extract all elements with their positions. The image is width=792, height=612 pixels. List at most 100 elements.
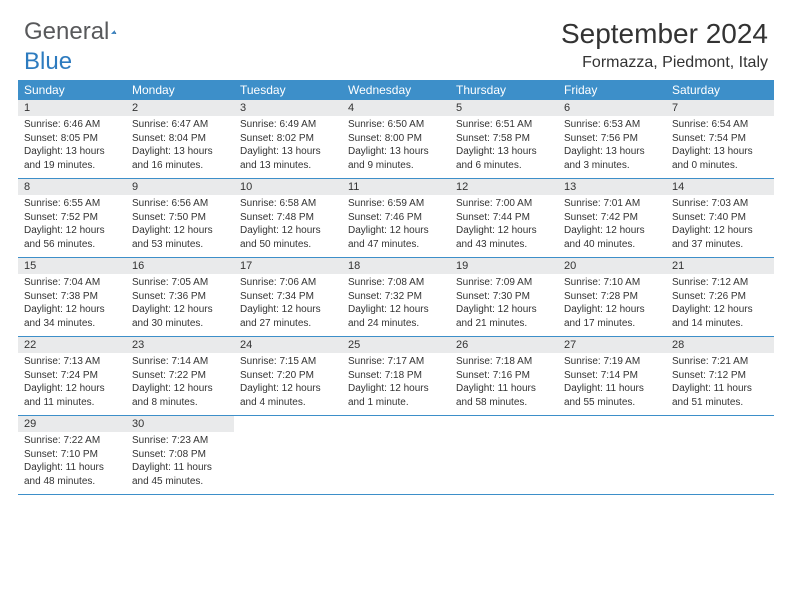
week-row: 1Sunrise: 6:46 AMSunset: 8:05 PMDaylight…: [18, 100, 774, 179]
day-number: 26: [450, 337, 558, 353]
day-number: 20: [558, 258, 666, 274]
day-header-friday: Friday: [558, 80, 666, 100]
day-info: Sunrise: 7:10 AMSunset: 7:28 PMDaylight:…: [558, 274, 666, 330]
day-header-row: SundayMondayTuesdayWednesdayThursdayFrid…: [18, 80, 774, 100]
day-cell-23: 23Sunrise: 7:14 AMSunset: 7:22 PMDayligh…: [126, 337, 234, 415]
day-cell-18: 18Sunrise: 7:08 AMSunset: 7:32 PMDayligh…: [342, 258, 450, 336]
day-number: 10: [234, 179, 342, 195]
day-cell-28: 28Sunrise: 7:21 AMSunset: 7:12 PMDayligh…: [666, 337, 774, 415]
day-number: 27: [558, 337, 666, 353]
day-info: Sunrise: 6:49 AMSunset: 8:02 PMDaylight:…: [234, 116, 342, 172]
day-info: Sunrise: 6:58 AMSunset: 7:48 PMDaylight:…: [234, 195, 342, 251]
day-cell-19: 19Sunrise: 7:09 AMSunset: 7:30 PMDayligh…: [450, 258, 558, 336]
day-info: Sunrise: 7:21 AMSunset: 7:12 PMDaylight:…: [666, 353, 774, 409]
day-cell-25: 25Sunrise: 7:17 AMSunset: 7:18 PMDayligh…: [342, 337, 450, 415]
day-number: 2: [126, 100, 234, 116]
day-cell-26: 26Sunrise: 7:18 AMSunset: 7:16 PMDayligh…: [450, 337, 558, 415]
day-cell-10: 10Sunrise: 6:58 AMSunset: 7:48 PMDayligh…: [234, 179, 342, 257]
day-cell-29: 29Sunrise: 7:22 AMSunset: 7:10 PMDayligh…: [18, 416, 126, 494]
logo-text-sub: Blue: [24, 48, 72, 76]
logo-triangle-icon: [111, 22, 116, 42]
day-number: 5: [450, 100, 558, 116]
week-row: 29Sunrise: 7:22 AMSunset: 7:10 PMDayligh…: [18, 416, 774, 495]
day-cell-17: 17Sunrise: 7:06 AMSunset: 7:34 PMDayligh…: [234, 258, 342, 336]
day-number: 11: [342, 179, 450, 195]
day-number: 24: [234, 337, 342, 353]
day-cell-15: 15Sunrise: 7:04 AMSunset: 7:38 PMDayligh…: [18, 258, 126, 336]
day-number: 8: [18, 179, 126, 195]
day-cell-21: 21Sunrise: 7:12 AMSunset: 7:26 PMDayligh…: [666, 258, 774, 336]
day-cell-6: 6Sunrise: 6:53 AMSunset: 7:56 PMDaylight…: [558, 100, 666, 178]
day-cell-12: 12Sunrise: 7:00 AMSunset: 7:44 PMDayligh…: [450, 179, 558, 257]
day-number: 21: [666, 258, 774, 274]
day-info: Sunrise: 7:18 AMSunset: 7:16 PMDaylight:…: [450, 353, 558, 409]
day-info: Sunrise: 6:47 AMSunset: 8:04 PMDaylight:…: [126, 116, 234, 172]
day-number: 14: [666, 179, 774, 195]
day-number: 13: [558, 179, 666, 195]
day-info: Sunrise: 7:09 AMSunset: 7:30 PMDaylight:…: [450, 274, 558, 330]
day-cell-30: 30Sunrise: 7:23 AMSunset: 7:08 PMDayligh…: [126, 416, 234, 494]
day-number: 9: [126, 179, 234, 195]
day-cell-24: 24Sunrise: 7:15 AMSunset: 7:20 PMDayligh…: [234, 337, 342, 415]
day-number: 17: [234, 258, 342, 274]
day-info: Sunrise: 7:04 AMSunset: 7:38 PMDaylight:…: [18, 274, 126, 330]
day-number: 19: [450, 258, 558, 274]
day-cell-3: 3Sunrise: 6:49 AMSunset: 8:02 PMDaylight…: [234, 100, 342, 178]
page-header: General September 2024 Formazza, Piedmon…: [0, 0, 792, 80]
day-info: Sunrise: 7:15 AMSunset: 7:20 PMDaylight:…: [234, 353, 342, 409]
day-info: Sunrise: 7:01 AMSunset: 7:42 PMDaylight:…: [558, 195, 666, 251]
week-row: 22Sunrise: 7:13 AMSunset: 7:24 PMDayligh…: [18, 337, 774, 416]
day-number: 6: [558, 100, 666, 116]
day-header-tuesday: Tuesday: [234, 80, 342, 100]
day-cell-27: 27Sunrise: 7:19 AMSunset: 7:14 PMDayligh…: [558, 337, 666, 415]
day-info: Sunrise: 7:06 AMSunset: 7:34 PMDaylight:…: [234, 274, 342, 330]
day-cell-14: 14Sunrise: 7:03 AMSunset: 7:40 PMDayligh…: [666, 179, 774, 257]
day-cell-4: 4Sunrise: 6:50 AMSunset: 8:00 PMDaylight…: [342, 100, 450, 178]
calendar: SundayMondayTuesdayWednesdayThursdayFrid…: [0, 80, 792, 495]
location-text: Formazza, Piedmont, Italy: [561, 54, 768, 72]
day-info: Sunrise: 7:14 AMSunset: 7:22 PMDaylight:…: [126, 353, 234, 409]
day-header-monday: Monday: [126, 80, 234, 100]
logo: General: [24, 18, 141, 46]
day-number: 15: [18, 258, 126, 274]
week-row: 8Sunrise: 6:55 AMSunset: 7:52 PMDaylight…: [18, 179, 774, 258]
day-header-saturday: Saturday: [666, 80, 774, 100]
day-cell-16: 16Sunrise: 7:05 AMSunset: 7:36 PMDayligh…: [126, 258, 234, 336]
weeks-container: 1Sunrise: 6:46 AMSunset: 8:05 PMDaylight…: [18, 100, 774, 495]
day-info: Sunrise: 7:23 AMSunset: 7:08 PMDaylight:…: [126, 432, 234, 488]
title-block: September 2024 Formazza, Piedmont, Italy: [561, 18, 768, 72]
day-cell-13: 13Sunrise: 7:01 AMSunset: 7:42 PMDayligh…: [558, 179, 666, 257]
empty-cell: [342, 416, 450, 494]
day-info: Sunrise: 6:51 AMSunset: 7:58 PMDaylight:…: [450, 116, 558, 172]
day-info: Sunrise: 6:46 AMSunset: 8:05 PMDaylight:…: [18, 116, 126, 172]
day-number: 30: [126, 416, 234, 432]
empty-cell: [450, 416, 558, 494]
day-header-wednesday: Wednesday: [342, 80, 450, 100]
day-cell-5: 5Sunrise: 6:51 AMSunset: 7:58 PMDaylight…: [450, 100, 558, 178]
day-cell-9: 9Sunrise: 6:56 AMSunset: 7:50 PMDaylight…: [126, 179, 234, 257]
day-info: Sunrise: 7:13 AMSunset: 7:24 PMDaylight:…: [18, 353, 126, 409]
week-row: 15Sunrise: 7:04 AMSunset: 7:38 PMDayligh…: [18, 258, 774, 337]
day-number: 28: [666, 337, 774, 353]
day-cell-22: 22Sunrise: 7:13 AMSunset: 7:24 PMDayligh…: [18, 337, 126, 415]
day-info: Sunrise: 6:59 AMSunset: 7:46 PMDaylight:…: [342, 195, 450, 251]
day-info: Sunrise: 7:22 AMSunset: 7:10 PMDaylight:…: [18, 432, 126, 488]
day-cell-7: 7Sunrise: 6:54 AMSunset: 7:54 PMDaylight…: [666, 100, 774, 178]
day-info: Sunrise: 6:54 AMSunset: 7:54 PMDaylight:…: [666, 116, 774, 172]
day-info: Sunrise: 7:00 AMSunset: 7:44 PMDaylight:…: [450, 195, 558, 251]
month-title: September 2024: [561, 18, 768, 50]
day-info: Sunrise: 7:19 AMSunset: 7:14 PMDaylight:…: [558, 353, 666, 409]
day-number: 7: [666, 100, 774, 116]
day-info: Sunrise: 6:50 AMSunset: 8:00 PMDaylight:…: [342, 116, 450, 172]
day-info: Sunrise: 7:08 AMSunset: 7:32 PMDaylight:…: [342, 274, 450, 330]
day-cell-1: 1Sunrise: 6:46 AMSunset: 8:05 PMDaylight…: [18, 100, 126, 178]
day-cell-11: 11Sunrise: 6:59 AMSunset: 7:46 PMDayligh…: [342, 179, 450, 257]
day-cell-2: 2Sunrise: 6:47 AMSunset: 8:04 PMDaylight…: [126, 100, 234, 178]
day-cell-8: 8Sunrise: 6:55 AMSunset: 7:52 PMDaylight…: [18, 179, 126, 257]
empty-cell: [558, 416, 666, 494]
day-info: Sunrise: 6:53 AMSunset: 7:56 PMDaylight:…: [558, 116, 666, 172]
empty-cell: [234, 416, 342, 494]
day-info: Sunrise: 6:56 AMSunset: 7:50 PMDaylight:…: [126, 195, 234, 251]
logo-text-main: General: [24, 18, 109, 46]
day-info: Sunrise: 6:55 AMSunset: 7:52 PMDaylight:…: [18, 195, 126, 251]
